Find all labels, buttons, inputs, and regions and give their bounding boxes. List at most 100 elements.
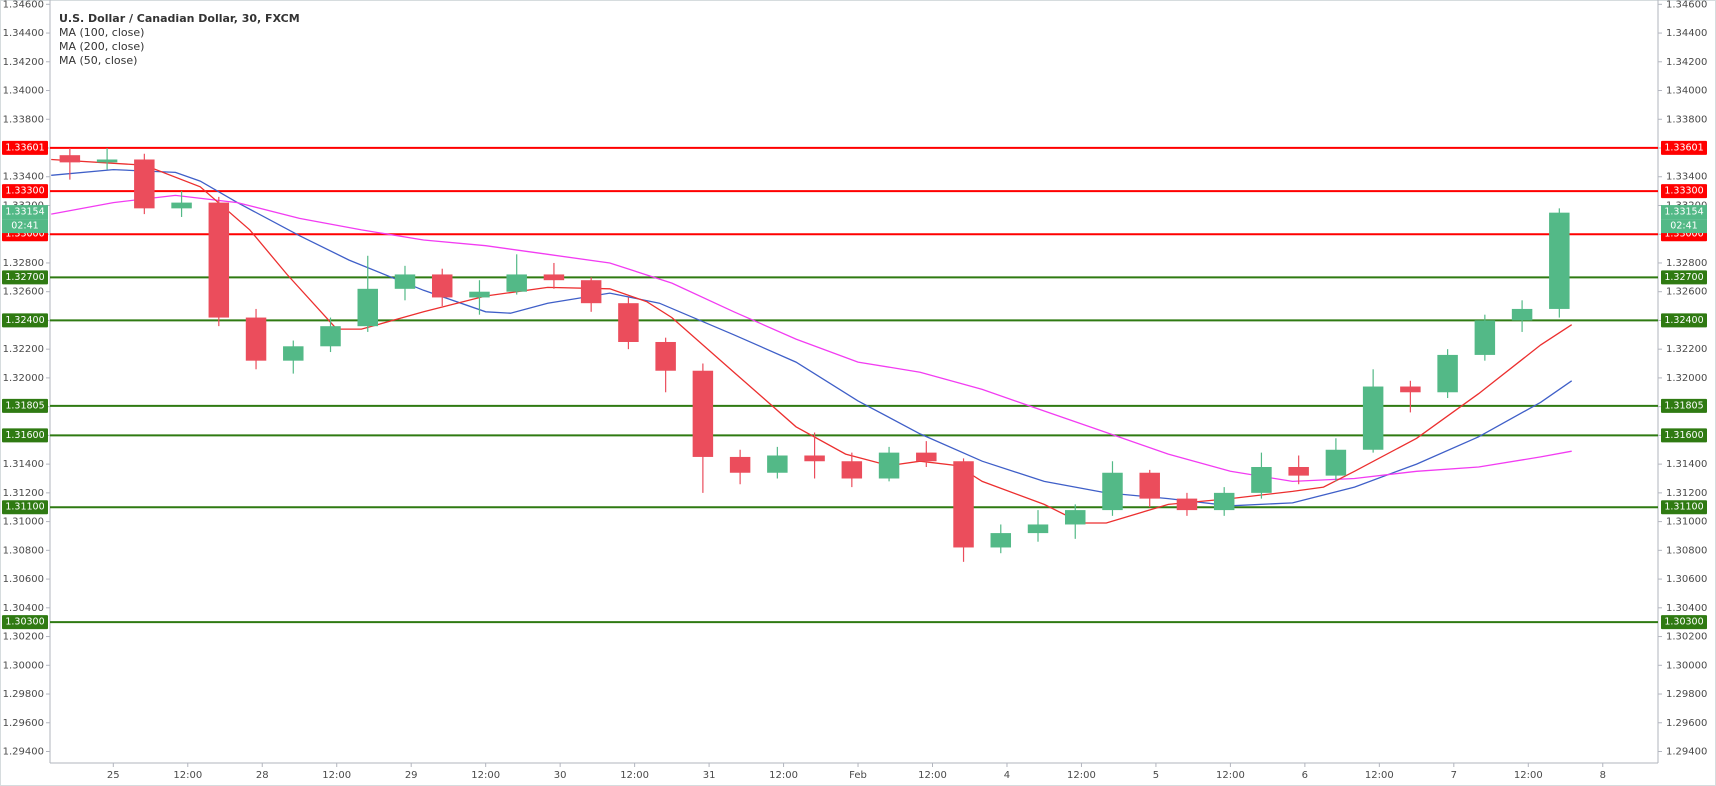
y-tick-label: 1.34000 bbox=[3, 86, 44, 97]
y-tick-label: 1.32800 bbox=[3, 258, 44, 269]
candle-body bbox=[953, 461, 974, 548]
y-tick-label: 1.30800 bbox=[1666, 545, 1707, 556]
last-price-label: 1.33154 bbox=[1664, 207, 1703, 218]
ma-line bbox=[51, 194, 1572, 483]
candle-body bbox=[841, 461, 863, 479]
candle-body bbox=[1362, 386, 1384, 450]
level-tag-label: 1.32700 bbox=[1664, 272, 1703, 283]
level-tag-label: 1.33300 bbox=[5, 186, 44, 197]
y-tick-label: 1.33800 bbox=[3, 114, 44, 125]
countdown-tag bbox=[2, 219, 48, 234]
candle-body bbox=[692, 370, 714, 457]
x-tick-label: 12:00 bbox=[173, 770, 202, 781]
x-tick-label: 12:00 bbox=[471, 770, 500, 781]
candle-body bbox=[506, 274, 527, 292]
candle-body bbox=[916, 452, 937, 462]
level-tag-label: 1.31100 bbox=[1664, 502, 1703, 513]
x-tick-label: Feb bbox=[849, 770, 867, 781]
candle-body bbox=[96, 159, 118, 163]
candle-body bbox=[59, 155, 81, 163]
candle-body bbox=[1288, 466, 1309, 476]
y-tick-label: 1.30200 bbox=[1666, 632, 1707, 643]
y-tick-label: 1.34200 bbox=[3, 57, 44, 68]
legend: U.S. Dollar / Canadian Dollar, 30, FXCM … bbox=[59, 12, 300, 67]
candle-body bbox=[1176, 498, 1198, 511]
y-tick-label: 1.33400 bbox=[1666, 172, 1707, 183]
level-tag bbox=[2, 615, 48, 630]
level-tag-label: 1.32400 bbox=[1664, 315, 1703, 326]
y-tick-label: 1.30000 bbox=[3, 660, 44, 671]
level-tag bbox=[1661, 184, 1707, 199]
level-tag-label: 1.31100 bbox=[5, 502, 44, 513]
y-tick-label: 1.31200 bbox=[3, 488, 44, 499]
candle-body bbox=[543, 274, 565, 281]
level-tag-label: 1.32700 bbox=[5, 272, 44, 283]
last-price-tag bbox=[1661, 205, 1707, 220]
level-tag-label: 1.30300 bbox=[5, 617, 44, 628]
y-tick-label: 1.30600 bbox=[3, 574, 44, 585]
level-tag bbox=[2, 398, 48, 413]
candle-body bbox=[1251, 466, 1272, 493]
candle-body bbox=[1139, 472, 1160, 499]
y-tick-label: 1.29800 bbox=[3, 689, 44, 700]
candle-body bbox=[618, 303, 639, 342]
level-tag bbox=[2, 270, 48, 285]
y-tick-label: 1.31400 bbox=[1666, 459, 1707, 470]
ma-line bbox=[51, 168, 1573, 507]
plot-area bbox=[50, 146, 1658, 624]
candle-body bbox=[655, 341, 676, 371]
level-tag-label: 1.33300 bbox=[1664, 186, 1703, 197]
candle-body bbox=[990, 533, 1012, 548]
candle-body bbox=[171, 202, 192, 209]
y-tick-label: 1.31000 bbox=[3, 517, 44, 528]
candle-body bbox=[767, 455, 788, 473]
candle-body bbox=[1065, 510, 1086, 525]
candle-body bbox=[1549, 212, 1570, 309]
y-tick-label: 1.34000 bbox=[1666, 86, 1707, 97]
x-tick-label: 6 bbox=[1302, 770, 1308, 781]
level-tag bbox=[1661, 615, 1707, 630]
y-tick-label: 1.32600 bbox=[1666, 287, 1707, 298]
y-tick-label: 1.32000 bbox=[3, 373, 44, 384]
ma-line bbox=[51, 158, 1573, 524]
y-tick-label: 1.29400 bbox=[1666, 747, 1707, 758]
legend-entry: MA (100, close) bbox=[59, 26, 144, 39]
countdown-label: 02:41 bbox=[1670, 221, 1697, 232]
candle-body bbox=[1213, 492, 1235, 511]
candle-body bbox=[431, 274, 453, 298]
y-tick-label: 1.30200 bbox=[3, 632, 44, 643]
y-tick-label: 1.34400 bbox=[1666, 28, 1707, 39]
y-tick-label: 1.31400 bbox=[3, 459, 44, 470]
candle-body bbox=[1474, 320, 1496, 355]
y-tick-label: 1.34600 bbox=[1666, 0, 1707, 10]
candle-body bbox=[1027, 524, 1049, 534]
legend-entry: MA (200, close) bbox=[59, 40, 144, 53]
level-tag bbox=[2, 184, 48, 199]
level-tag bbox=[1661, 313, 1707, 328]
level-tag bbox=[1661, 500, 1707, 515]
y-tick-label: 1.30000 bbox=[1666, 660, 1707, 671]
last-price-label: 1.33154 bbox=[5, 207, 44, 218]
countdown-label: 02:41 bbox=[11, 221, 38, 232]
level-tag bbox=[1661, 428, 1707, 443]
candle-body bbox=[580, 280, 602, 304]
x-tick-label: 25 bbox=[107, 770, 120, 781]
x-tick-label: 4 bbox=[1004, 770, 1010, 781]
y-tick-label: 1.32000 bbox=[1666, 373, 1707, 384]
candle-body bbox=[1102, 472, 1123, 511]
candle-body bbox=[804, 455, 825, 462]
candle-body bbox=[729, 456, 751, 473]
y-tick-label: 1.30400 bbox=[3, 603, 44, 614]
x-tick-label: 29 bbox=[405, 770, 418, 781]
level-tag-label: 1.31600 bbox=[1664, 430, 1703, 441]
y-tick-label: 1.31200 bbox=[1666, 488, 1707, 499]
candle-body bbox=[394, 274, 416, 289]
level-tag-label: 1.32400 bbox=[5, 315, 44, 326]
y-tick-label: 1.34200 bbox=[1666, 57, 1707, 68]
level-tag bbox=[2, 313, 48, 328]
candle-body bbox=[469, 291, 490, 298]
candle-body bbox=[1325, 449, 1347, 476]
candle-body bbox=[1511, 308, 1533, 321]
candle-body bbox=[357, 288, 378, 327]
